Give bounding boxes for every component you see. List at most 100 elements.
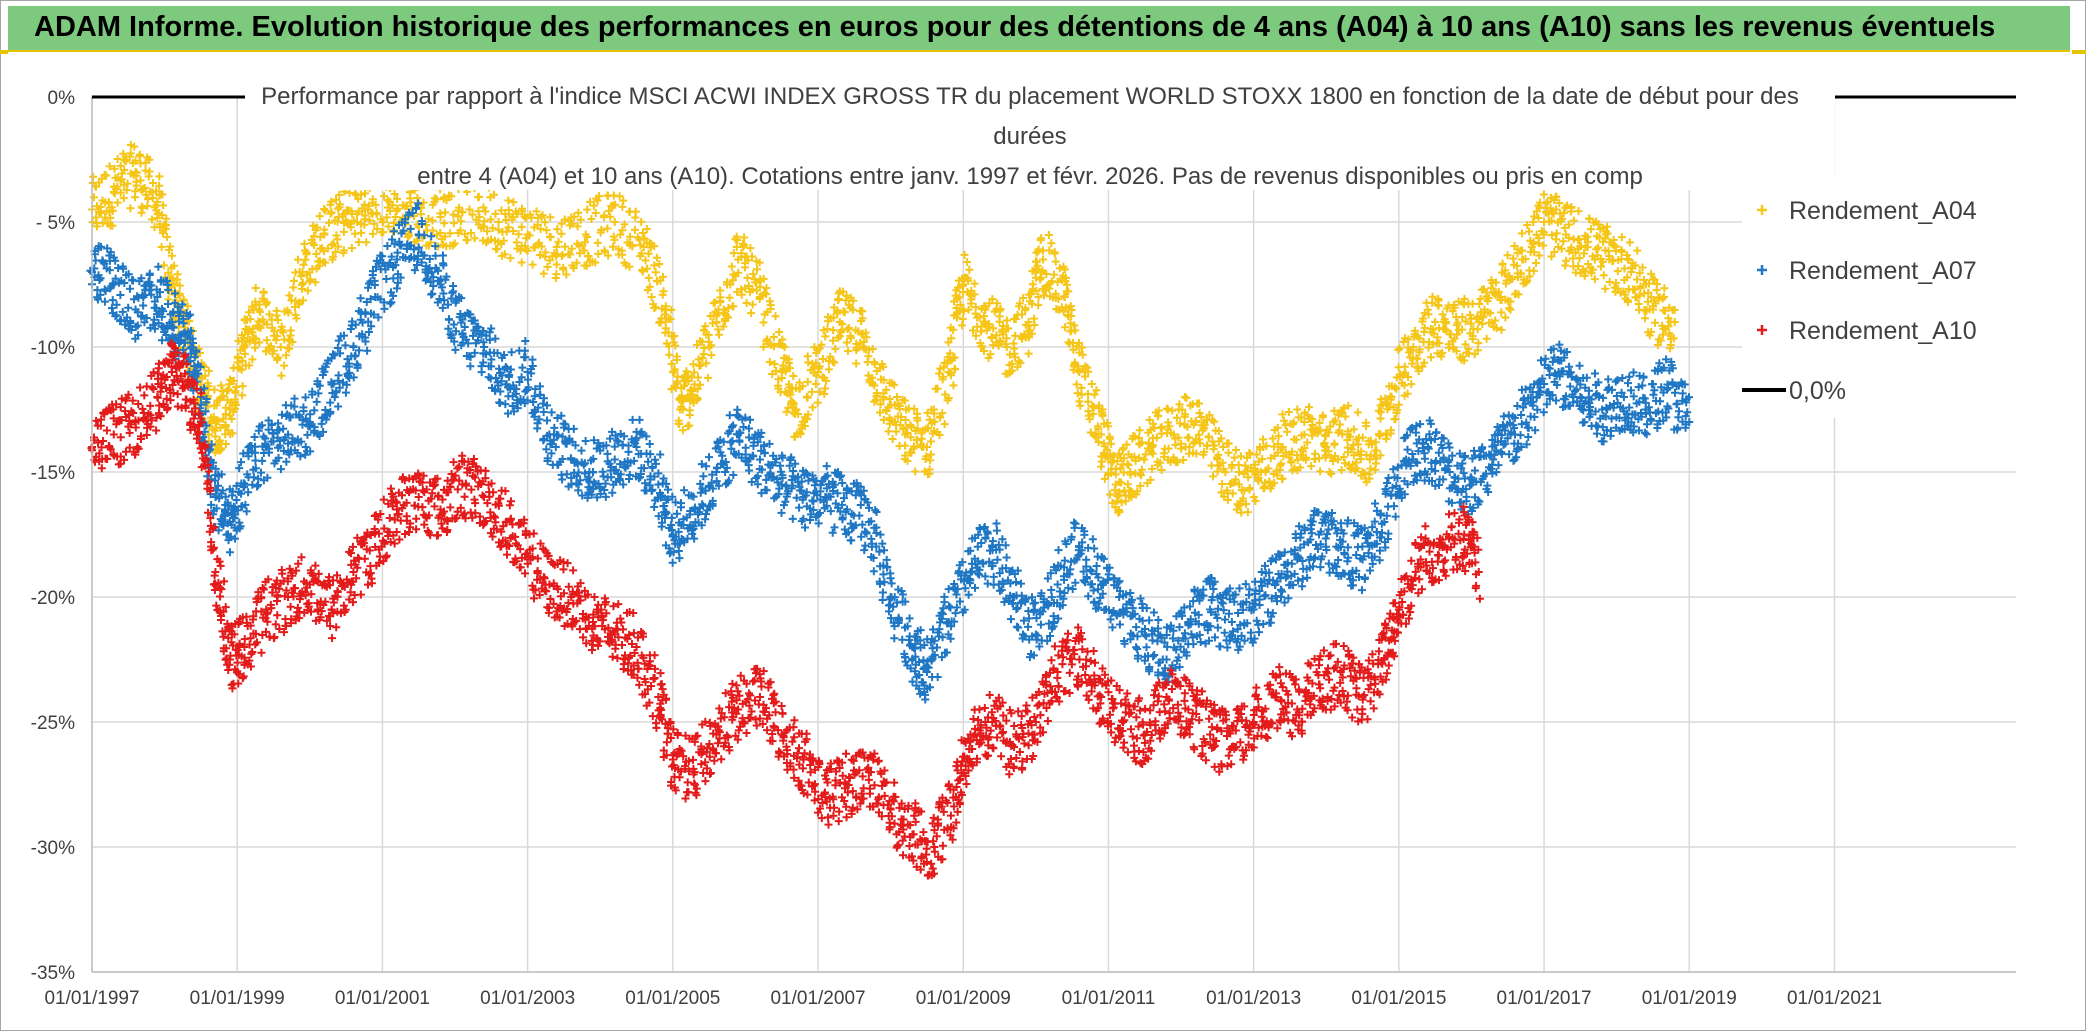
data-point — [657, 522, 666, 531]
data-point — [334, 242, 343, 251]
data-point — [1182, 394, 1191, 403]
data-point — [557, 229, 566, 238]
data-point — [1245, 485, 1254, 494]
data-point — [587, 214, 596, 223]
data-point — [141, 190, 150, 199]
data-point — [262, 336, 271, 345]
data-point — [804, 476, 813, 485]
data-point — [204, 366, 213, 375]
data-point — [640, 234, 649, 243]
data-point — [104, 198, 113, 207]
data-point — [231, 395, 240, 404]
data-point — [1044, 230, 1053, 239]
data-point — [808, 403, 817, 412]
data-point — [1281, 421, 1290, 430]
data-point — [559, 263, 568, 272]
data-point — [497, 206, 506, 215]
data-point — [631, 207, 640, 216]
data-point — [538, 211, 547, 220]
data-point — [529, 398, 538, 407]
data-point — [136, 150, 145, 159]
data-point — [698, 353, 707, 362]
data-point — [554, 431, 563, 440]
data-point — [297, 272, 306, 281]
data-point — [509, 226, 518, 235]
data-point — [650, 261, 659, 270]
data-point — [610, 235, 619, 244]
data-point — [1142, 643, 1151, 652]
data-point — [766, 305, 775, 314]
data-point — [393, 204, 402, 213]
data-point — [354, 194, 363, 203]
data-point — [1204, 433, 1213, 442]
data-point — [820, 374, 829, 383]
data-point — [737, 290, 746, 299]
data-point — [784, 358, 793, 367]
data-point — [1389, 502, 1398, 511]
data-point — [869, 567, 878, 576]
data-point — [1444, 439, 1453, 448]
data-point — [221, 403, 230, 412]
data-point — [465, 205, 474, 214]
data-point — [804, 410, 813, 419]
data-point — [1316, 563, 1325, 572]
data-point — [745, 424, 754, 433]
data-point — [321, 206, 330, 215]
data-point — [651, 303, 660, 312]
data-point — [496, 399, 505, 408]
data-point — [331, 195, 340, 204]
data-point — [626, 232, 635, 241]
page-title: ADAM Informe. Evolution historique des p… — [34, 11, 1996, 43]
data-point — [386, 299, 395, 308]
data-point — [1366, 464, 1375, 473]
data-point — [821, 384, 830, 393]
data-point — [1024, 622, 1033, 631]
data-point — [1307, 529, 1316, 538]
data-point — [217, 381, 226, 390]
data-point — [272, 311, 281, 320]
data-point — [789, 400, 798, 409]
data-point — [272, 336, 281, 345]
data-point — [726, 280, 735, 289]
data-point — [1011, 314, 1020, 323]
data-point — [483, 227, 492, 236]
data-point — [693, 384, 702, 393]
data-point — [455, 203, 464, 212]
data-point — [148, 215, 157, 224]
data-point — [1321, 534, 1330, 543]
data-point — [611, 200, 620, 209]
data-point — [594, 249, 603, 258]
data-point — [329, 239, 338, 248]
data-point — [159, 201, 168, 210]
data-point — [466, 362, 475, 371]
data-point — [589, 201, 598, 210]
data-point — [248, 355, 257, 364]
data-point — [795, 428, 804, 437]
data-point — [763, 335, 772, 344]
data-point — [1251, 496, 1260, 505]
data-point — [1255, 628, 1263, 637]
data-point — [814, 364, 823, 373]
data-point — [821, 332, 830, 341]
data-point — [1298, 582, 1307, 591]
data-point — [371, 200, 380, 209]
data-point — [1047, 585, 1056, 594]
data-point — [559, 419, 568, 428]
data-point — [456, 217, 465, 226]
data-point — [1163, 405, 1172, 414]
data-point — [666, 315, 675, 324]
data-point — [1383, 478, 1392, 487]
data-point — [618, 250, 627, 259]
data-point — [675, 554, 684, 563]
data-point — [321, 258, 330, 267]
data-point — [168, 274, 177, 283]
data-point — [992, 526, 1001, 535]
data-point — [1569, 216, 1578, 225]
data-point — [879, 570, 888, 579]
data-point — [279, 424, 288, 433]
data-point — [685, 410, 694, 419]
data-point — [1287, 457, 1296, 466]
data-point — [751, 278, 760, 287]
data-point — [406, 198, 415, 207]
data-point — [393, 194, 402, 203]
